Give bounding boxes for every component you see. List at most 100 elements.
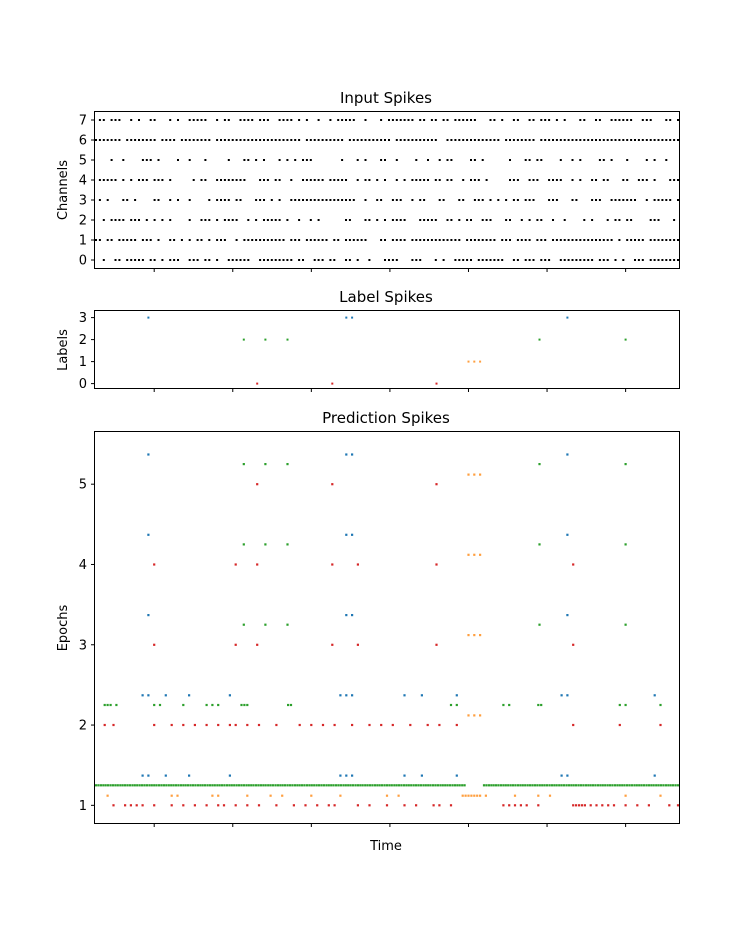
input-spike (524, 259, 527, 261)
input-spike (126, 199, 129, 201)
input-spike (220, 239, 222, 241)
prediction-spike (640, 784, 643, 787)
prediction-spike (652, 784, 655, 787)
input-spike (657, 219, 660, 221)
input-spike (345, 219, 347, 221)
input-ytick-label: 4 (79, 174, 87, 189)
input-spike (622, 179, 625, 181)
prediction-spike (385, 784, 389, 787)
prediction-spike (676, 784, 680, 787)
input-spike (384, 159, 386, 161)
prediction-spike (153, 784, 156, 787)
input-spike (462, 179, 465, 181)
input-spike (673, 139, 676, 141)
input-spike (259, 139, 262, 141)
input-spike (399, 219, 402, 221)
input-spike (438, 159, 441, 161)
prediction-spike (439, 784, 442, 787)
prediction-spike (99, 784, 102, 787)
input-spike (509, 239, 511, 241)
label-spikes-ylabel: Labels (56, 329, 71, 371)
prediction-spike (451, 784, 454, 787)
prediction-spike (246, 794, 249, 797)
input-spike (145, 219, 148, 221)
input-spike (653, 219, 656, 221)
prediction-spike (368, 784, 372, 787)
label-spike (479, 360, 482, 363)
prediction-spike (378, 784, 381, 787)
input-spike (645, 119, 648, 121)
input-spike (227, 179, 230, 181)
input-spike (470, 219, 472, 221)
prediction-spike (371, 784, 374, 787)
prediction-spike (623, 784, 626, 787)
input-spike (532, 119, 535, 121)
prediction-spike (284, 784, 287, 787)
prediction-spike (235, 784, 238, 787)
prediction-spike (417, 784, 420, 787)
input-spike (462, 199, 465, 201)
prediction-spike (514, 784, 517, 787)
input-spike (341, 119, 344, 121)
prediction-spike (321, 723, 325, 727)
input-spike (419, 139, 422, 141)
input-spike (290, 179, 293, 181)
prediction-spike (642, 784, 646, 787)
prediction-spike (187, 784, 190, 787)
input-spike (595, 239, 597, 241)
input-spike (337, 199, 340, 201)
input-spike (329, 139, 332, 141)
prediction-spike (659, 703, 662, 707)
prediction-spike (435, 483, 438, 486)
input-spike (153, 139, 156, 141)
label-spike (473, 360, 476, 363)
input-spike (411, 119, 414, 121)
prediction-spike (252, 784, 255, 787)
input-spike (298, 239, 301, 241)
input-spike (153, 199, 156, 201)
prediction-spike (275, 723, 278, 727)
prediction-spike (320, 784, 323, 787)
prediction-spike (217, 703, 220, 707)
input-spike (290, 199, 293, 201)
input-spike (305, 159, 308, 161)
input-spike (223, 199, 226, 201)
input-spike (637, 239, 640, 241)
input-spike (364, 219, 367, 221)
input-spike (571, 159, 574, 161)
prediction-spike (618, 703, 621, 707)
input-spike (587, 259, 590, 261)
prediction-spike (432, 784, 435, 787)
prediction-spike (655, 784, 658, 787)
input-spike (395, 199, 398, 201)
prediction-spike (676, 804, 680, 807)
prediction-spike (191, 784, 195, 787)
input-spike (192, 259, 195, 261)
label-spikes-title: Label Spikes (339, 288, 433, 306)
prediction-spike (499, 784, 503, 787)
input-spike (493, 119, 496, 121)
input-spike (317, 259, 320, 261)
prediction-spike (234, 723, 237, 727)
input-spike (434, 139, 437, 141)
prediction-spike (310, 784, 313, 787)
input-spike (610, 199, 613, 201)
prediction-spike (194, 784, 197, 787)
input-spike (345, 119, 347, 121)
input-spike (493, 259, 496, 261)
input-spike (345, 199, 347, 201)
input-spike (130, 219, 133, 221)
input-spike (614, 119, 617, 121)
input-spike (637, 139, 640, 141)
prediction-spike (380, 723, 383, 727)
input-spike (516, 179, 519, 181)
prediction-spike (281, 784, 284, 787)
prediction-spike (612, 804, 616, 807)
input-spike (243, 159, 246, 161)
input-spike (458, 139, 461, 141)
input-spike (657, 259, 660, 261)
input-spike (384, 179, 386, 181)
input-spike (235, 199, 238, 201)
prediction-spike (351, 723, 354, 727)
input-ytick-label: 7 (79, 114, 87, 129)
